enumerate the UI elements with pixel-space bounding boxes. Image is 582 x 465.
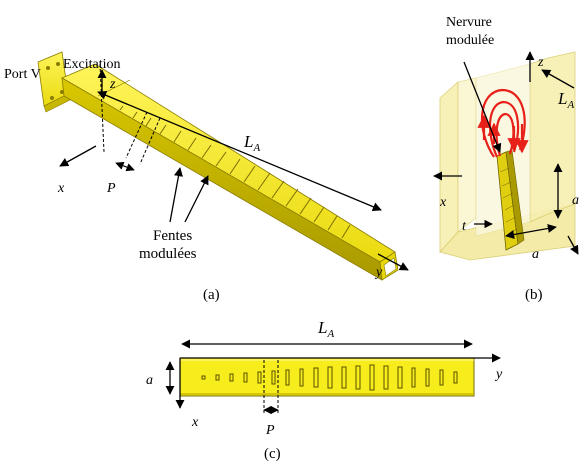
slots-label-line2: modulées [139, 246, 197, 262]
waveguide-a [61, 63, 399, 281]
slots-pointer-1 [169, 167, 183, 223]
rib-label-line1: Nervure [446, 15, 492, 30]
panel-b: Nervure modulée z LA x t a a (b) [433, 15, 579, 303]
slots-pointer-2 [184, 175, 209, 223]
x-axis-a [59, 145, 97, 167]
p-dimension-a [115, 161, 135, 172]
slots-label-line1: Fentes [153, 228, 192, 244]
t-label: t [462, 219, 467, 234]
x-label-b: x [439, 195, 447, 210]
z-label-a: z [109, 77, 116, 92]
a-side-label: a [572, 193, 579, 208]
panel-c: LA y a x P (c) [146, 318, 503, 462]
rib-pointer [463, 61, 502, 153]
panel-a: Port V Excitation z x P y LA Fentes modu… [4, 51, 409, 303]
y-axis-a [377, 253, 409, 271]
waveguide-c [179, 357, 475, 397]
la-label-c: LA [317, 318, 334, 340]
field-lines [477, 88, 529, 158]
p-label-a: P [106, 181, 116, 196]
x-label-a: x [57, 181, 65, 196]
port-label: Port V [4, 67, 41, 82]
z-label-b: z [537, 55, 544, 70]
la-label-b: LA [557, 89, 574, 111]
la-label-a: LA [243, 132, 260, 154]
a-bottom-label: a [532, 247, 539, 262]
y-label-a: y [374, 265, 383, 280]
la-dimension-a [97, 90, 382, 212]
excitation-label: Excitation [63, 57, 121, 72]
y-axis-b [567, 235, 579, 255]
x-label-c: x [191, 415, 199, 430]
y-label-c: y [494, 367, 503, 382]
rib-label-line2: modulée [446, 33, 494, 48]
p-label-c: P [265, 423, 275, 438]
caption-b: (b) [525, 287, 543, 303]
a-bottom-dimension [505, 223, 557, 240]
a-label-c: a [146, 373, 153, 388]
caption-c: (c) [264, 446, 281, 462]
la-dimension-b [541, 69, 575, 89]
caption-a: (a) [203, 287, 220, 303]
slots-c [201, 364, 458, 391]
